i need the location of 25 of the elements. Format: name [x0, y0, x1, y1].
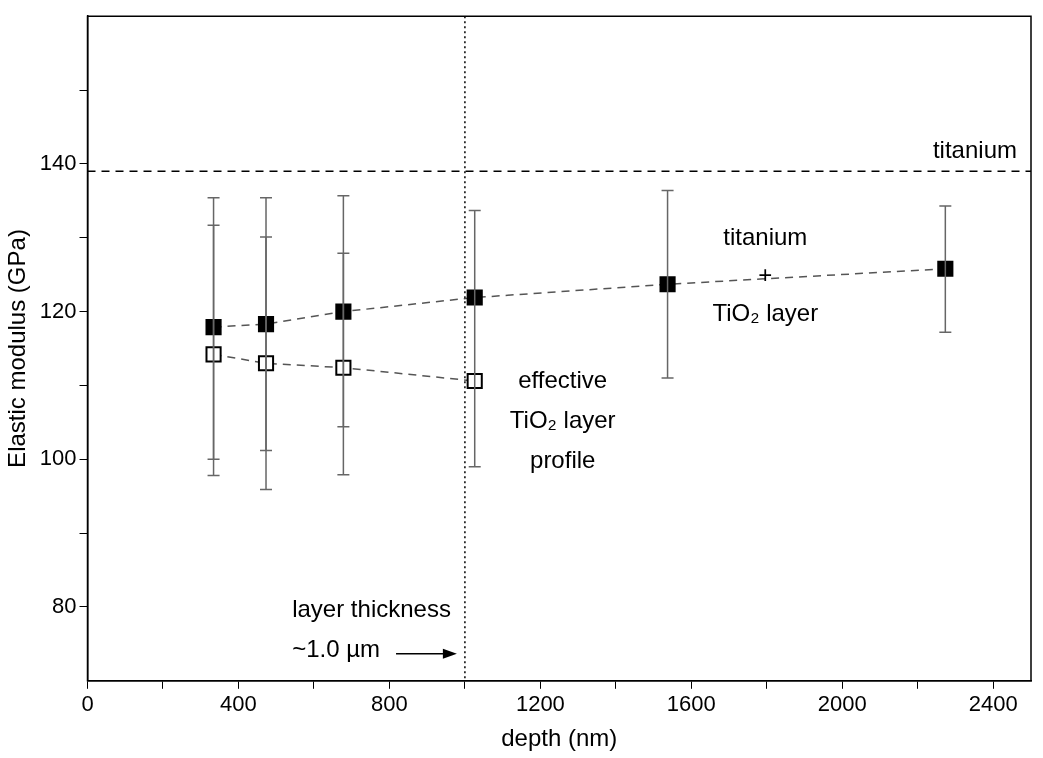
x-axis-title: depth (nm): [501, 724, 618, 752]
point: [205, 346, 222, 363]
point: [466, 372, 483, 390]
x-tick-label: 2000: [817, 691, 867, 717]
y-tick-label: 100: [39, 445, 77, 471]
point: [466, 289, 483, 306]
y-axis-title: Elastic modulus (GPa): [3, 229, 31, 468]
series-label: effective TiO₂ layer profile: [509, 365, 616, 473]
point: [205, 319, 222, 336]
series-label: titanium + TiO₂ layer: [712, 223, 819, 327]
x-tick-label: 1600: [666, 691, 716, 717]
x-tick-label: 2400: [968, 691, 1018, 717]
point: [659, 276, 676, 293]
x-tick-label: 0: [81, 691, 94, 717]
point: [335, 303, 352, 320]
y-tick-label: 140: [39, 149, 77, 175]
ref-line-label: titanium: [932, 135, 1017, 163]
ref-line-label: layer thickness ~1.0 µm: [292, 595, 451, 663]
x-tick-label: 400: [220, 691, 257, 717]
y-tick-label: 120: [39, 297, 77, 323]
y-tick-label: 80: [52, 593, 77, 619]
x-tick-label: 800: [371, 691, 408, 717]
point: [937, 260, 954, 277]
point: [335, 359, 352, 376]
x-tick-label: 1200: [515, 691, 565, 717]
